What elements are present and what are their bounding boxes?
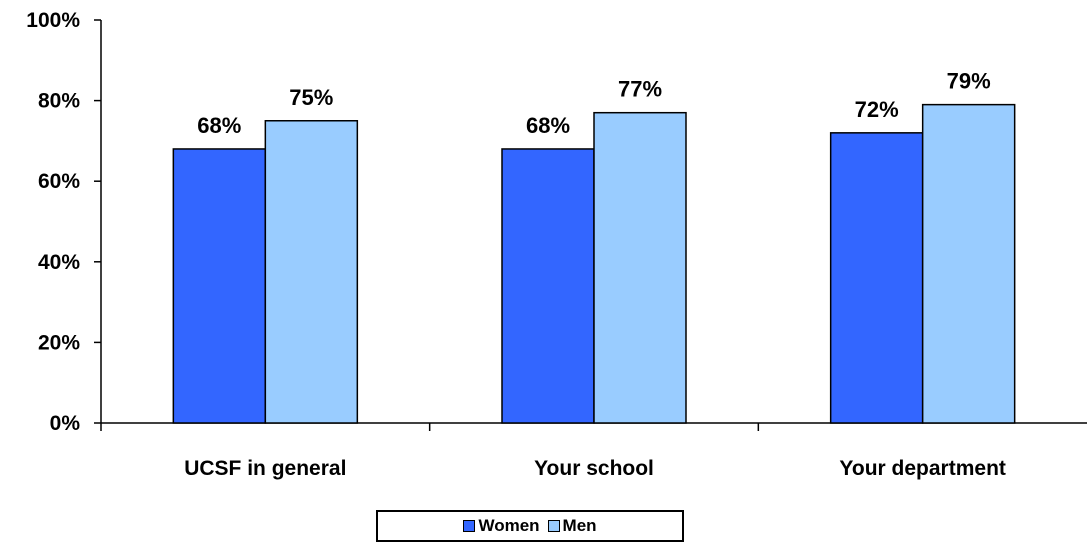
y-tick-label: 20% — [38, 331, 80, 354]
y-axis: 0% 20% 40% 60% 80% 100% — [26, 9, 102, 435]
legend-item-men: Men — [547, 516, 597, 536]
data-label: 79% — [947, 69, 991, 94]
y-tick-label: 60% — [38, 170, 80, 193]
bar-men — [264, 120, 359, 424]
data-labels: 68% 75% 68% 77% 72% 79% — [197, 69, 990, 138]
legend-swatch-men — [547, 520, 560, 532]
bar-women — [172, 148, 267, 424]
y-tick-label: 40% — [38, 251, 80, 274]
bar-women — [829, 132, 924, 424]
category-label: Your department — [839, 457, 1005, 480]
y-tick-label: 0% — [50, 412, 81, 435]
bar-men — [921, 103, 1016, 424]
legend-label-women: Women — [478, 516, 540, 535]
data-label: 75% — [289, 85, 333, 110]
bar-chart: 0% 20% 40% 60% 80% 100% UCSF in general Your s… — [26, 9, 1087, 480]
legend-label-men: Men — [562, 516, 597, 535]
category-label: Your school — [534, 457, 654, 480]
y-tick-label: 80% — [38, 90, 80, 113]
bar-men — [593, 111, 687, 424]
legend-swatch-women — [463, 520, 476, 532]
data-label: 68% — [197, 113, 241, 138]
category-label: UCSF in general — [184, 457, 346, 480]
x-axis: UCSF in general Your school Your departmen… — [100, 422, 1087, 480]
bars — [172, 103, 1016, 424]
data-label: 72% — [855, 97, 899, 122]
bar-women — [501, 148, 595, 424]
legend-item-women: Women — [463, 516, 540, 536]
data-label: 68% — [526, 113, 570, 138]
legend: Women Men — [376, 510, 684, 542]
data-label: 77% — [618, 77, 662, 102]
y-tick-label: 100% — [26, 9, 80, 32]
